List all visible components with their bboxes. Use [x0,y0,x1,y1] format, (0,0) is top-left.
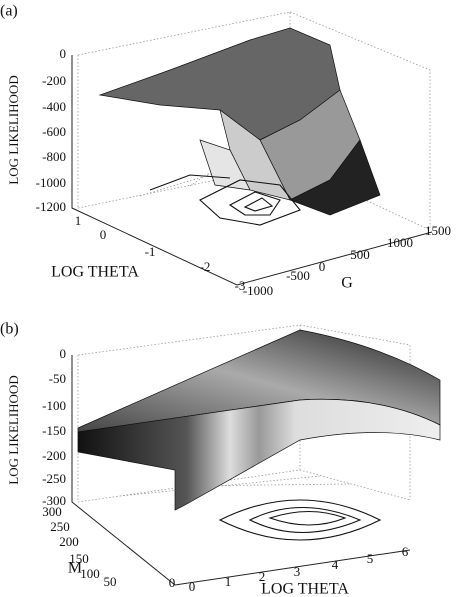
x-tick-label: 0 [189,579,196,594]
x-axis-label: LOG THETA [51,264,139,281]
y-tick-label: 150 [69,551,89,566]
x-tick-label: -1 [145,244,156,259]
z-tick-label: -600 [42,124,66,139]
x-tick-label: 4 [332,557,339,572]
y-axis-label: G [341,275,353,292]
z-tick-label: -1200 [36,199,66,214]
y-tick-label: 0 [319,259,326,274]
y-axis-label: M [68,560,82,577]
panel-label: (a) [0,3,18,20]
y-tick-label: 300 [42,504,62,519]
y-tick-label: 100 [80,566,100,581]
z-tick-label: -400 [42,99,66,114]
y-tick-label: -500 [286,268,310,283]
z-tick-label: -250 [42,471,66,486]
z-tick-label: -150 [42,423,66,438]
z-tick-label: 0 [60,346,67,361]
y-tick-label: 500 [350,247,370,262]
y-tick-label: 0 [169,575,176,590]
x-tick-label: 2 [259,569,266,584]
y-tick-label: -1000 [243,283,273,298]
y-tick-label: 200 [59,534,79,549]
z-tick-label: -800 [42,149,66,164]
z-axis-label: LOG LIKELIHOOD [6,375,21,484]
z-axis-label: LOG LIKELIHOOD [6,75,21,184]
y-tick-label: 1000 [387,235,413,250]
x-tick-label: 5 [367,551,374,566]
z-tick-label: -200 [42,73,66,88]
x-tick-label: -3 [235,278,246,293]
panel-label: (b) [0,321,19,338]
x-tick-label: 0 [100,227,107,242]
z-tick-label: -300 [42,493,66,508]
x-tick-label: 6 [402,544,409,559]
z-tick-label: -1000 [36,175,66,190]
x-axis-label: LOG THETA [261,581,349,597]
panel-a-frame [71,11,433,286]
x-tick-label: 1 [75,213,82,228]
z-tick-label: 0 [60,46,67,61]
panel-b-frame [71,324,441,586]
x-tick-label: -2 [200,259,211,274]
y-tick-label: 1500 [425,223,451,238]
z-tick-label: -50 [49,371,66,386]
z-tick-label: -200 [42,448,66,463]
x-tick-label: 3 [294,564,301,579]
x-tick-label: 1 [225,574,232,589]
y-tick-label: 250 [50,519,70,534]
z-tick-label: -100 [42,398,66,413]
y-tick-label: 50 [104,574,117,589]
